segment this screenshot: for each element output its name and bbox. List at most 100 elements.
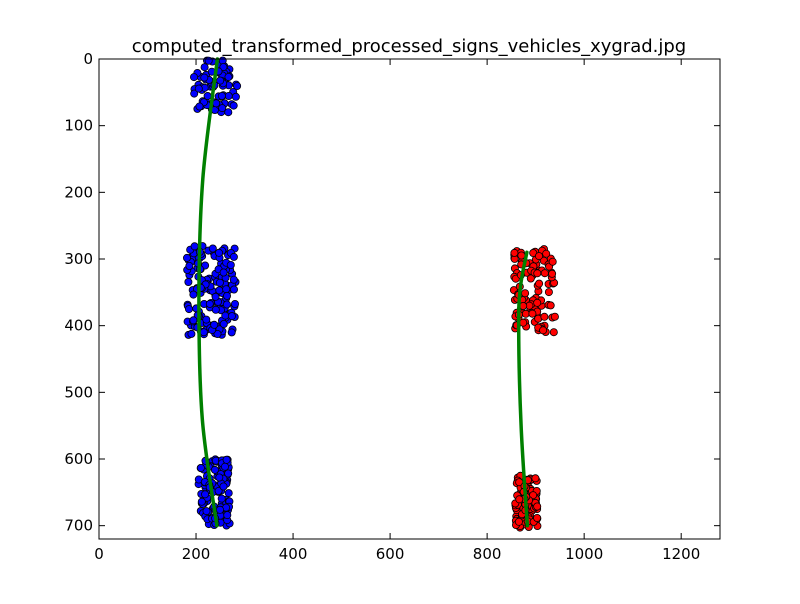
scatter-point: [519, 318, 528, 327]
scatter-layer: [182, 56, 559, 532]
scatter-point: [533, 514, 542, 523]
scatter-point: [219, 482, 228, 491]
scatter-point: [220, 462, 229, 471]
scatter-point: [221, 311, 230, 320]
scatter-point: [190, 242, 199, 251]
x-tick-label: 1000: [565, 545, 603, 563]
scatter-point: [224, 73, 233, 82]
scatter-point: [189, 73, 198, 82]
scatter-point: [548, 269, 557, 278]
scatter-point: [218, 104, 227, 113]
scatter-point: [229, 101, 238, 110]
y-tick-label: 700: [64, 517, 93, 535]
scatter-point: [521, 309, 530, 318]
scatter-point: [195, 102, 204, 111]
scatter-point: [190, 89, 199, 98]
y-tick-label: 600: [64, 450, 93, 468]
scatter-point: [222, 285, 231, 294]
scatter-point: [202, 315, 211, 324]
x-tick-label: 400: [279, 545, 308, 563]
scatter-point: [211, 292, 220, 301]
plot-background: [99, 59, 720, 539]
scatter-point: [546, 301, 555, 310]
scatter-point: [202, 507, 211, 516]
x-tick-label: 0: [94, 545, 104, 563]
scatter-point: [533, 298, 542, 307]
scatter-point: [189, 290, 198, 299]
scatter-point: [194, 84, 203, 93]
fit-line-1: [516, 250, 530, 528]
scatter-point: [533, 502, 542, 511]
scatter-point: [533, 269, 542, 278]
scatter-point: [197, 497, 206, 506]
scatter-point: [227, 312, 236, 321]
scatter-point: [515, 495, 524, 504]
scatter-point: [544, 288, 553, 297]
scatter-point: [229, 252, 238, 261]
scatter-point: [531, 474, 540, 483]
scatter-point: [224, 469, 233, 478]
scatter-point: [229, 285, 238, 294]
scatter-point: [548, 257, 557, 266]
scatter-point: [211, 305, 220, 314]
scatter-point: [187, 329, 196, 338]
line-layer: [197, 57, 530, 528]
x-tick-label: 1200: [662, 545, 700, 563]
scatter-point: [196, 463, 205, 472]
scatter-point: [215, 286, 224, 295]
scatter-point: [222, 291, 231, 300]
scatter-point: [201, 490, 210, 499]
y-tick-label: 100: [64, 117, 93, 135]
scatter-point: [213, 329, 222, 338]
x-tick-label: 800: [473, 545, 502, 563]
scatter-point: [229, 275, 238, 284]
scatter-point: [217, 494, 226, 503]
scatter-point: [204, 56, 213, 65]
scatter-point: [218, 56, 227, 65]
scatter-point: [222, 455, 231, 464]
scatter-point: [231, 92, 240, 101]
scatter-point: [230, 299, 239, 308]
scatter-point: [214, 248, 223, 257]
scatter-point: [210, 465, 219, 474]
scatter-point: [215, 505, 224, 514]
scatter-point: [199, 328, 208, 337]
scatter-point: [216, 76, 225, 85]
scatter-point: [222, 300, 231, 309]
scatter-point: [210, 320, 219, 329]
scatter-point: [540, 312, 549, 321]
scatter-point: [224, 92, 233, 101]
scatter-point: [219, 319, 228, 328]
scatter-point: [189, 316, 198, 325]
scatter-point: [542, 249, 551, 258]
y-tick-label: 300: [64, 250, 93, 268]
scatter-point: [517, 251, 526, 260]
scatter-point: [214, 486, 223, 495]
plot-frame: [98, 58, 721, 540]
scatter-point: [224, 108, 233, 117]
tick-layer: 0 200 400 600 800 1000 1200 0 100 200 300 400 500 600…: [64, 50, 720, 563]
scatter-point: [182, 253, 191, 262]
scatter-point: [203, 92, 212, 101]
scatter-point: [215, 473, 224, 482]
scatter-point: [200, 73, 209, 82]
scatter-point: [215, 278, 224, 287]
y-tick-label: 0: [83, 50, 93, 68]
y-tick-label: 400: [64, 317, 93, 335]
scatter-point: [227, 328, 236, 337]
scatter-point: [521, 289, 530, 298]
scatter-point: [549, 328, 558, 337]
x-tick-label: 600: [376, 545, 405, 563]
scatter-point: [205, 299, 214, 308]
scatter-point: [219, 268, 228, 277]
scatter-point: [526, 274, 535, 283]
scatter-point: [212, 99, 221, 108]
scatter-point: [185, 261, 194, 270]
y-tick-label: 200: [64, 183, 93, 201]
fit-line-0: [197, 57, 220, 528]
scatter-point: [550, 312, 559, 321]
scatter-point: [208, 244, 217, 253]
scatter-point: [540, 269, 549, 278]
scatter-point: [217, 92, 226, 101]
